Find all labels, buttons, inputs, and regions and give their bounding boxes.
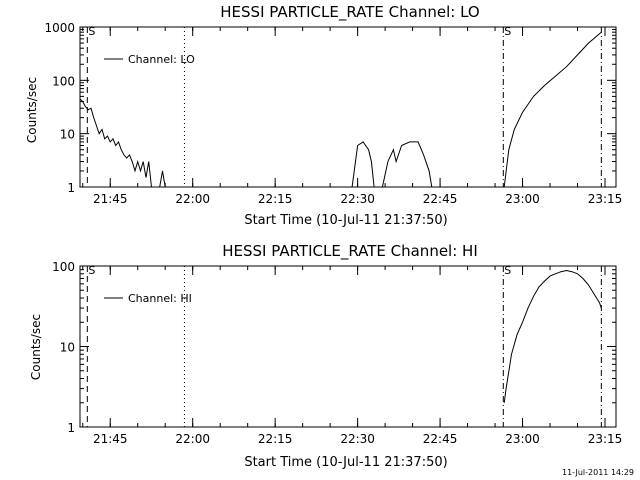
lo-legend: Channel: LO	[104, 53, 195, 66]
lo-x-tick-label: 22:45	[423, 192, 458, 206]
hi-x-axis-label: Start Time (10-Jul-11 21:37:50)	[244, 455, 447, 470]
lo-x-tick-label: 22:15	[258, 192, 293, 206]
lo-marker-label: S	[88, 25, 95, 38]
hi-series-segment	[503, 269, 602, 403]
hi-y-tick-label: 1	[67, 421, 75, 435]
lo-y-tick-label: 1000	[44, 21, 75, 35]
lo-series-line	[79, 31, 602, 188]
hi-panel-title: HESSI PARTICLE_RATE Channel: HI	[222, 242, 478, 261]
lo-panel-title: HESSI PARTICLE_RATE Channel: LO	[220, 3, 479, 22]
hi-x-tick-label: 22:30	[340, 432, 375, 446]
hi-channel-panel: HESSI PARTICLE_RATE Channel: HI Counts/s…	[29, 242, 622, 470]
lo-x-tick-labels: 21:45 22:00 22:15 22:30 22:45 23:00 23:15	[93, 192, 622, 206]
lo-channel-panel: HESSI PARTICLE_RATE Channel: LO Counts/s…	[25, 3, 622, 228]
hi-marker-label: S	[504, 264, 511, 277]
lo-series-segment	[159, 170, 166, 188]
lo-y-tick-label: 10	[60, 128, 75, 142]
timestamp-label: 11-Jul-2011 14:29	[562, 468, 634, 477]
lo-y-axis-label: Counts/sec	[25, 77, 39, 143]
hi-legend-label: Channel: HI	[128, 292, 192, 305]
lo-plot-frame	[79, 26, 617, 188]
lo-y-tick-labels: 1 10 100 1000	[44, 21, 75, 195]
hi-y-tick-label: 10	[60, 341, 75, 355]
hi-x-tick-label: 23:00	[505, 432, 540, 446]
lo-x-axis-label: Start Time (10-Jul-11 21:37:50)	[244, 213, 447, 228]
lo-series-segment	[503, 31, 602, 188]
hi-y-tick-label: 100	[52, 260, 75, 274]
hi-series-line	[503, 269, 602, 403]
lo-legend-label: Channel: LO	[128, 53, 195, 66]
hi-x-tick-label: 22:45	[423, 432, 458, 446]
hi-x-tick-label: 21:45	[93, 432, 128, 446]
hi-plot-frame	[79, 265, 617, 428]
lo-series-segment	[351, 141, 375, 188]
hi-y-axis-label: Counts/sec	[29, 314, 43, 380]
hi-axis-ticks	[80, 265, 616, 428]
lo-x-tick-label: 23:15	[588, 192, 623, 206]
lo-series-segment	[79, 98, 152, 188]
lo-axis-ticks	[80, 26, 616, 188]
lo-x-tick-label: 22:30	[340, 192, 375, 206]
hi-marker-label: S	[88, 264, 95, 277]
lo-marker-label: S	[504, 25, 511, 38]
lo-y-tick-label: 1	[67, 181, 75, 195]
hi-x-tick-labels: 21:45 22:00 22:15 22:30 22:45 23:00 23:15	[93, 432, 622, 446]
hi-x-tick-label: 22:15	[258, 432, 293, 446]
lo-x-tick-label: 22:00	[175, 192, 210, 206]
lo-x-tick-label: 21:45	[93, 192, 128, 206]
hi-legend: Channel: HI	[104, 292, 192, 305]
hi-x-tick-label: 23:15	[588, 432, 623, 446]
hi-x-tick-label: 22:00	[175, 432, 210, 446]
hi-y-tick-labels: 1 10 100	[52, 260, 75, 435]
lo-x-tick-label: 23:00	[505, 192, 540, 206]
lo-series-segment	[381, 141, 433, 188]
lo-y-tick-label: 100	[52, 74, 75, 88]
